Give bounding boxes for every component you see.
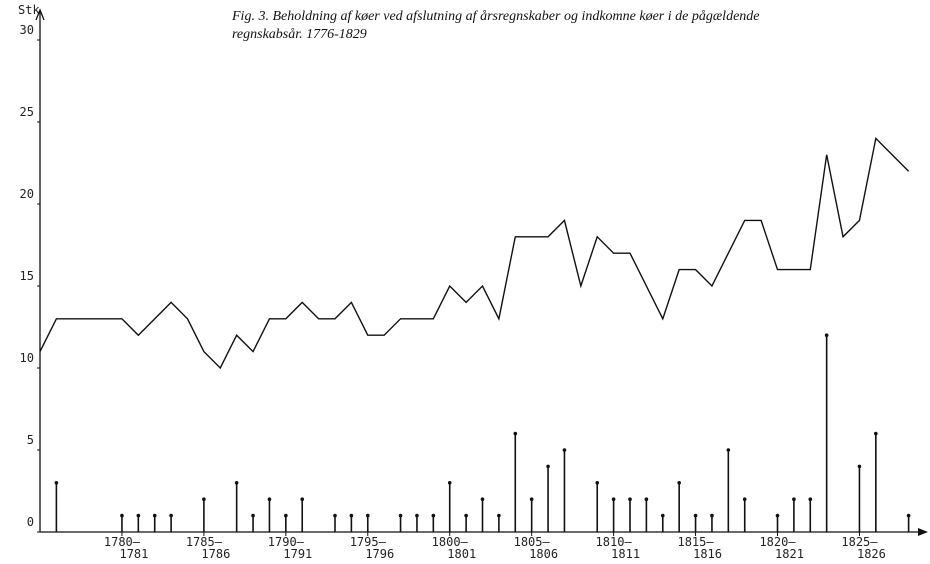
x-tick-label: 1826 <box>857 547 886 561</box>
stem-dot <box>333 513 337 518</box>
x-tick-label: 1800– <box>432 535 469 549</box>
stem-dot <box>660 513 665 518</box>
stem-dot <box>529 497 534 502</box>
stem-dot <box>693 513 698 518</box>
y-tick-label: 5 <box>27 433 34 447</box>
line <box>39 136 910 370</box>
x-tick-label: 1815– <box>677 535 714 549</box>
y-axis-label: Stk <box>18 3 40 17</box>
x-tick-label: 1796 <box>365 547 394 561</box>
chart-title: Fig. 3. Beholdning af køer ved afslutnin… <box>231 9 760 24</box>
chart-title: regnskabsår. 1776-1829 <box>232 27 367 42</box>
stem-dot <box>595 481 600 485</box>
stem-dot <box>792 497 796 502</box>
stem-dot <box>710 513 714 518</box>
stem-dot <box>546 464 550 469</box>
x-tick-label: 1791 <box>283 547 312 561</box>
x-tick-label: 1810– <box>596 535 633 549</box>
y-tick-label: 10 <box>20 351 34 365</box>
y-tick-label: 15 <box>20 269 34 283</box>
stem-dot <box>874 431 878 436</box>
x-tick-label: 1790– <box>268 535 305 549</box>
stem-dot <box>628 497 632 502</box>
stem-dot <box>644 497 649 502</box>
stem-dot <box>267 497 272 502</box>
stem-dot <box>677 481 681 485</box>
y-tick-label: 0 <box>27 515 34 529</box>
stem-dot <box>513 431 518 436</box>
x-tick-label: 1806 <box>529 547 558 561</box>
stem-dot <box>169 513 173 518</box>
stem-dot <box>349 513 354 518</box>
y-tick-label: 20 <box>20 187 34 201</box>
y-tick-label: 25 <box>20 105 34 119</box>
x-tick-label: 1811 <box>611 547 640 561</box>
x-tick-label: 1801 <box>447 547 476 561</box>
x-tick-label: 1781 <box>119 547 148 561</box>
y-tick-label: 30 <box>20 23 34 37</box>
stem-dot <box>398 513 403 518</box>
stem-dot <box>415 513 419 518</box>
x-tick-label: 1825– <box>841 535 878 549</box>
stem-dot <box>857 464 862 469</box>
stem-dot <box>54 481 59 485</box>
stem-dot <box>152 513 157 518</box>
stem-dot <box>136 513 141 518</box>
stem-dot <box>234 481 239 485</box>
x-tick-label: 1786 <box>201 547 230 561</box>
stem-dot <box>562 448 567 452</box>
stem-dot <box>284 513 288 518</box>
stem-dot <box>300 497 305 502</box>
stem-dot <box>202 497 206 502</box>
x-tick-label: 1805– <box>514 535 551 549</box>
stem-dot <box>775 513 780 518</box>
stem-dot <box>906 513 911 518</box>
x-tick-label: 1785– <box>186 535 223 549</box>
x-tick-label: 1795– <box>350 535 387 549</box>
stem-dot <box>464 513 468 518</box>
x-tick-label: 1821 <box>775 547 804 561</box>
stem-dot <box>365 513 370 518</box>
stem-dot <box>480 497 485 502</box>
stem-dot <box>431 513 436 518</box>
x-tick-label: 1820– <box>759 535 796 549</box>
stem-dot <box>808 497 813 502</box>
stem-dot <box>120 513 124 518</box>
x-axis-arrow <box>918 528 928 536</box>
stem-dot <box>824 333 829 338</box>
x-tick-label: 1816 <box>693 547 722 561</box>
y-axis-arrow <box>35 8 45 21</box>
stem-dot <box>611 497 616 502</box>
x-tick-label: 1780– <box>104 535 141 549</box>
stem-dot <box>726 448 731 452</box>
stem-dot <box>742 497 747 502</box>
stem-dot <box>447 481 452 485</box>
stem-dot <box>251 513 255 518</box>
stem-dot <box>497 513 501 518</box>
